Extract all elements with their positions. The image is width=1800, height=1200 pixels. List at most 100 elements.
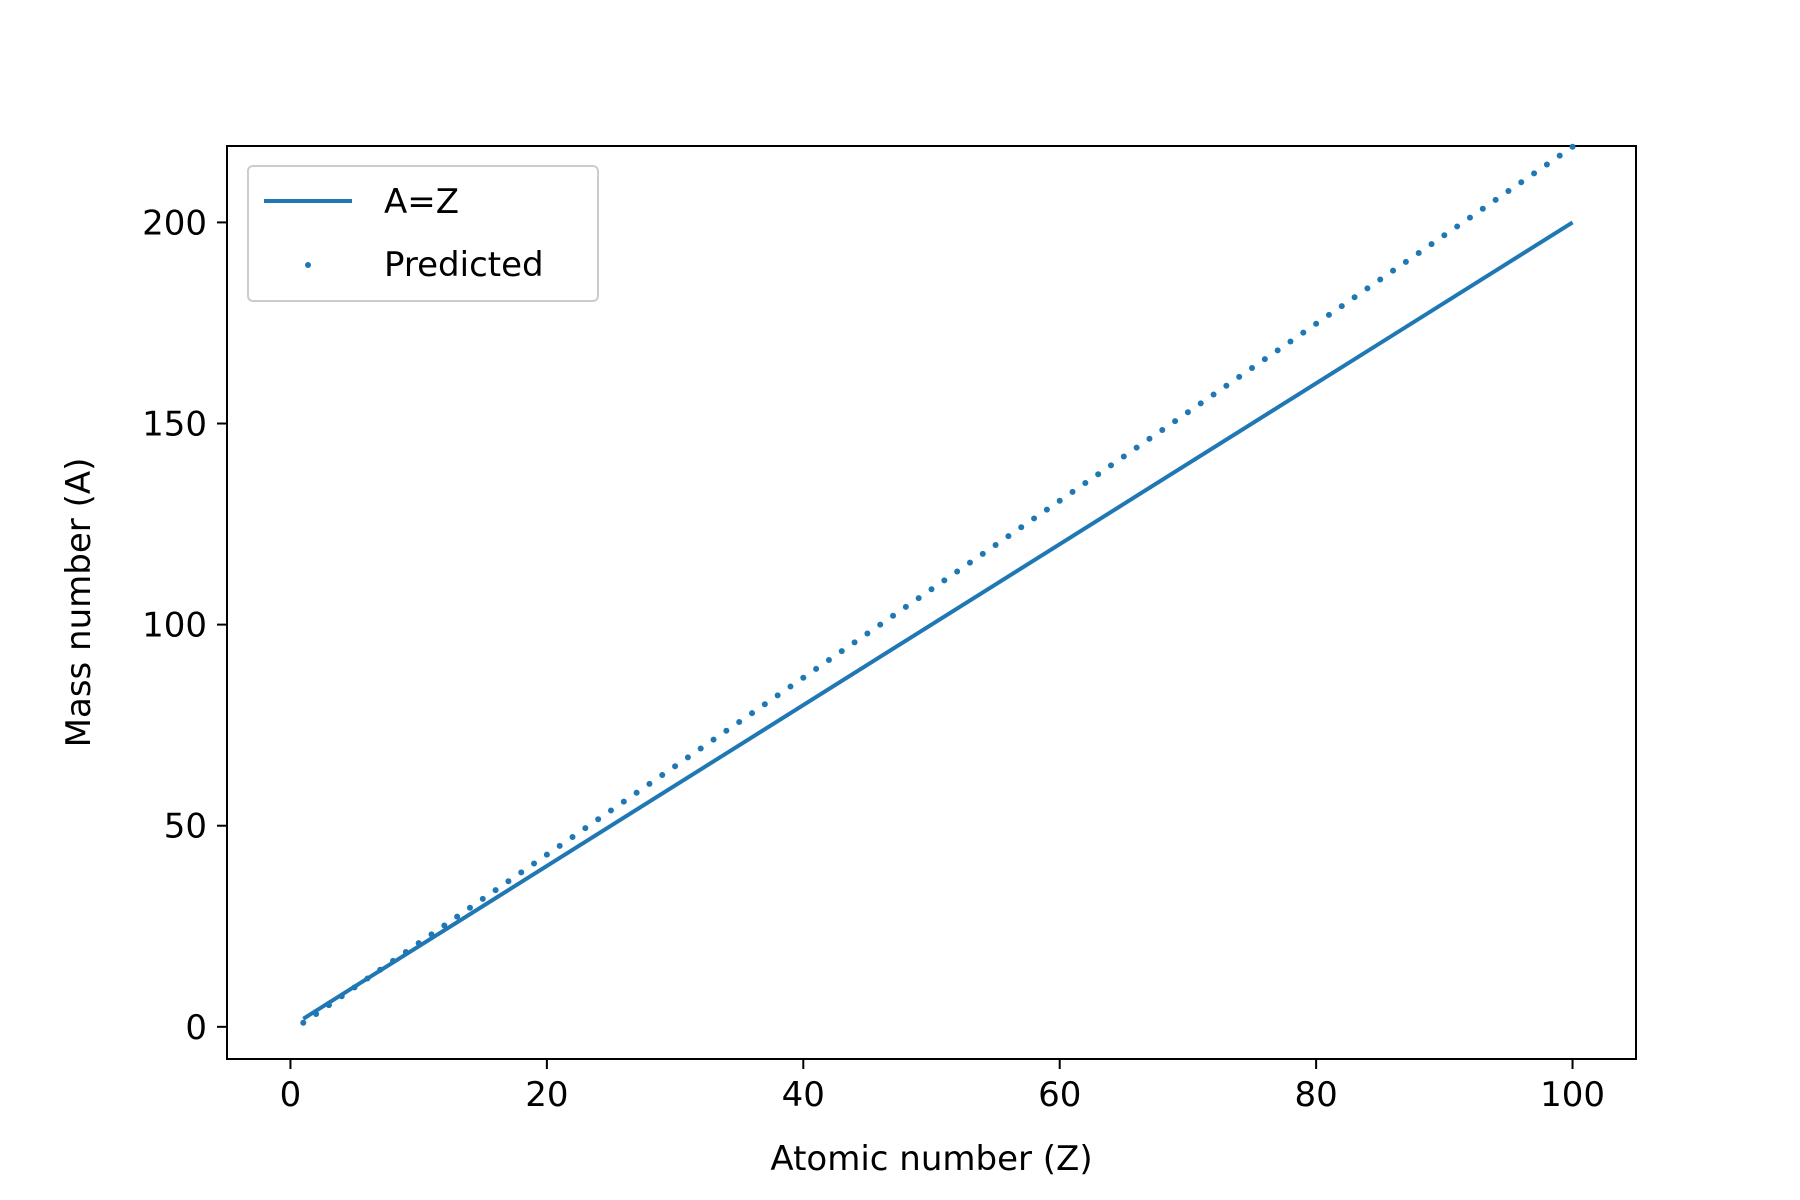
predicted-point — [1082, 480, 1089, 487]
x-axis: 0 20 40 60 80 100 — [280, 1059, 1605, 1115]
predicted-point — [928, 586, 935, 593]
predicted-point — [1492, 196, 1499, 203]
predicted-point — [800, 674, 807, 681]
series-layer — [300, 143, 1576, 1026]
predicted-point — [1466, 214, 1473, 221]
plot-area — [226, 145, 1637, 1060]
predicted-point — [569, 833, 576, 840]
predicted-point — [1531, 170, 1538, 177]
y-tick-label: 50 — [164, 807, 207, 847]
predicted-point — [1018, 524, 1025, 531]
predicted-point — [1236, 373, 1243, 380]
predicted-point — [607, 807, 614, 814]
y-tick-label: 0 — [185, 1008, 207, 1048]
legend: A=Z Predicted — [247, 165, 599, 302]
x-tick-label: 60 — [1038, 1075, 1081, 1115]
legend-point-swatch — [305, 262, 311, 268]
predicted-point — [1261, 356, 1268, 363]
predicted-point — [813, 665, 820, 672]
predicted-point — [428, 931, 435, 938]
predicted-point — [466, 904, 473, 911]
predicted-point — [1146, 435, 1153, 442]
predicted-point — [518, 869, 525, 876]
predicted-point — [479, 895, 486, 902]
predicted-point — [774, 692, 781, 699]
predicted-point — [646, 780, 653, 787]
predicted-point — [787, 683, 794, 690]
predicted-point — [902, 603, 909, 610]
predicted-point — [1313, 320, 1320, 327]
predicted-point — [966, 559, 973, 566]
predicted-point — [1223, 382, 1230, 389]
predicted-point — [1172, 418, 1179, 425]
x-tick-label: 20 — [525, 1075, 568, 1115]
predicted-point — [915, 595, 922, 602]
legend-label-a-eq-z: A=Z — [384, 182, 459, 222]
predicted-point — [1428, 241, 1435, 248]
predicted-point — [1120, 453, 1127, 460]
predicted-point — [1364, 285, 1371, 292]
predicted-point — [992, 541, 999, 548]
predicted-point — [672, 763, 679, 770]
predicted-point — [556, 842, 563, 849]
predicted-point — [1287, 338, 1294, 345]
predicted-point — [300, 1019, 307, 1026]
legend-label-predicted: Predicted — [384, 245, 544, 285]
predicted-point — [864, 630, 871, 637]
y-tick-label: 150 — [142, 405, 207, 445]
predicted-point — [1415, 249, 1422, 256]
series-line-a-eq-z — [302, 220, 1574, 1021]
predicted-point — [415, 940, 422, 947]
predicted-point — [441, 922, 448, 929]
predicted-point — [543, 851, 550, 858]
predicted-point — [761, 701, 768, 708]
predicted-point — [659, 772, 666, 779]
predicted-point — [1069, 488, 1076, 495]
predicted-point — [877, 621, 884, 628]
x-tick-label: 40 — [782, 1075, 825, 1115]
predicted-point — [1159, 426, 1166, 433]
predicted-point — [505, 878, 512, 885]
predicted-point — [1377, 276, 1384, 283]
predicted-point — [325, 1002, 332, 1009]
predicted-point — [1056, 497, 1063, 504]
predicted-point — [1351, 294, 1358, 301]
predicted-point — [954, 568, 961, 575]
predicted-point — [1107, 462, 1114, 469]
predicted-point — [531, 860, 538, 867]
predicted-point — [1184, 409, 1191, 416]
predicted-point — [710, 736, 717, 743]
predicted-point — [1505, 188, 1512, 195]
predicted-point — [1210, 391, 1217, 398]
y-axis-label: Mass number (A) — [59, 458, 99, 748]
predicted-point — [364, 975, 371, 982]
predicted-point — [338, 993, 345, 1000]
predicted-point — [595, 816, 602, 823]
predicted-point — [979, 550, 986, 557]
predicted-point — [1402, 258, 1409, 265]
predicted-point — [1274, 347, 1281, 354]
predicted-point — [377, 966, 384, 973]
x-axis-label: Atomic number (Z) — [770, 1139, 1092, 1179]
y-tick-label: 100 — [142, 606, 207, 646]
predicted-point — [454, 913, 461, 920]
predicted-point — [390, 957, 397, 964]
predicted-point — [1249, 365, 1256, 372]
predicted-point — [1133, 444, 1140, 451]
predicted-point — [1005, 533, 1012, 540]
predicted-point — [1043, 506, 1050, 513]
predicted-point — [1569, 143, 1576, 150]
y-tick-label: 200 — [142, 203, 207, 243]
predicted-point — [941, 577, 948, 584]
predicted-point — [1479, 205, 1486, 212]
predicted-point — [697, 745, 704, 752]
predicted-point — [1325, 311, 1332, 318]
predicted-point — [1031, 515, 1038, 522]
predicted-point — [1454, 223, 1461, 230]
predicted-point — [1338, 303, 1345, 310]
predicted-point — [736, 718, 743, 725]
x-tick-label: 0 — [280, 1075, 302, 1115]
predicted-point — [749, 710, 756, 717]
predicted-point — [1390, 267, 1397, 274]
